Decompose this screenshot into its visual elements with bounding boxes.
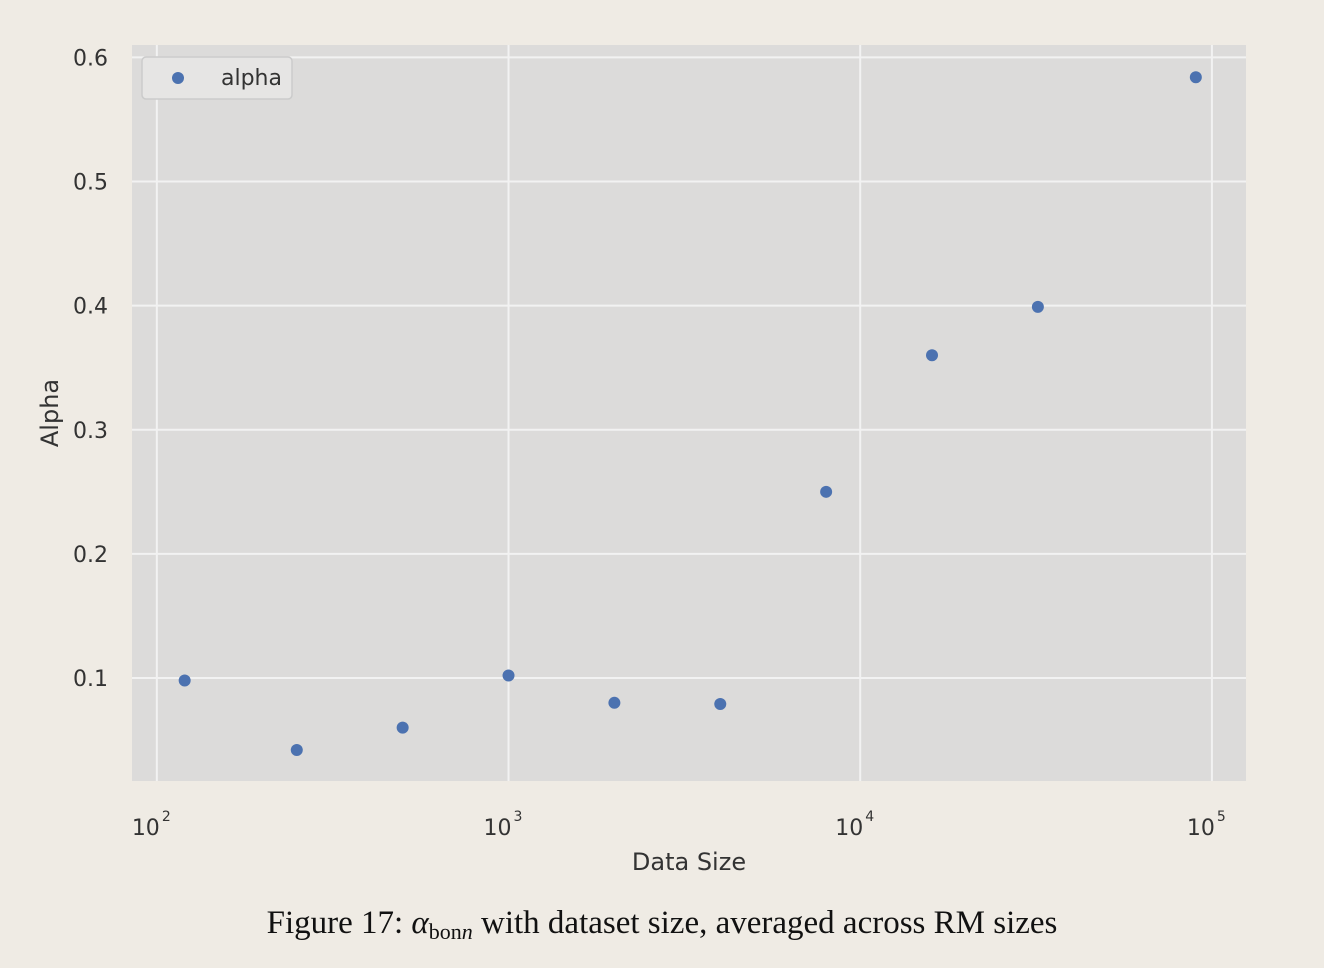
alpha-subscript: bonn — [429, 919, 473, 944]
caption-prefix: Figure 17: — [266, 905, 412, 941]
x-tick-exponent: 3 — [514, 809, 523, 825]
data-point — [714, 698, 727, 711]
data-points — [178, 71, 1202, 756]
data-point — [608, 696, 621, 709]
x-tick-label: 10 5 — [1187, 809, 1226, 841]
x-tick-base: 10 — [484, 816, 512, 841]
subscript-text: bon — [428, 919, 462, 944]
y-tick-label: 0.3 — [73, 419, 108, 444]
x-tick-label: 10 2 — [132, 809, 171, 841]
legend-label: alpha — [221, 66, 282, 91]
data-point — [926, 349, 939, 362]
data-point — [820, 485, 833, 498]
y-tick-label: 0.4 — [73, 295, 108, 320]
subscript-variable: n — [461, 919, 473, 944]
x-tick-base: 10 — [1187, 816, 1215, 841]
x-tick-base: 10 — [132, 816, 160, 841]
data-point — [396, 721, 409, 734]
x-tick-base: 10 — [835, 816, 863, 841]
x-tick-exponent: 2 — [162, 809, 171, 825]
data-point — [178, 674, 191, 687]
caption-suffix: with dataset size, averaged across RM si… — [472, 905, 1058, 941]
legend-marker — [172, 72, 184, 84]
data-point — [290, 743, 303, 756]
x-axis-label: Data Size — [632, 848, 746, 876]
x-tick-label: 10 4 — [835, 809, 874, 841]
data-point — [1189, 71, 1202, 84]
x-tick-label: 10 3 — [484, 809, 523, 841]
plot-area — [132, 45, 1246, 781]
x-tick-exponent: 4 — [865, 809, 874, 825]
data-point — [502, 669, 515, 682]
y-tick-label: 0.5 — [73, 171, 108, 196]
alpha-symbol: α — [411, 905, 429, 941]
tick-labels: 0.10.20.30.40.50.610 2 10 3 10 4 10 5 — [73, 46, 1226, 841]
y-tick-label: 0.1 — [73, 667, 108, 692]
grid-lines — [132, 45, 1246, 781]
x-tick-exponent: 5 — [1217, 809, 1226, 825]
figure-caption: Figure 17: αbonn with dataset size, aver… — [0, 905, 1324, 944]
y-axis-label: Alpha — [36, 379, 64, 447]
scatter-chart: 0.10.20.30.40.50.610 2 10 3 10 4 10 5 Data Size… — [36, 45, 1246, 876]
legend-box — [141, 56, 293, 100]
y-tick-label: 0.6 — [73, 46, 108, 71]
legend: alpha — [141, 56, 293, 100]
data-point — [1031, 300, 1044, 313]
y-tick-label: 0.2 — [73, 543, 108, 568]
